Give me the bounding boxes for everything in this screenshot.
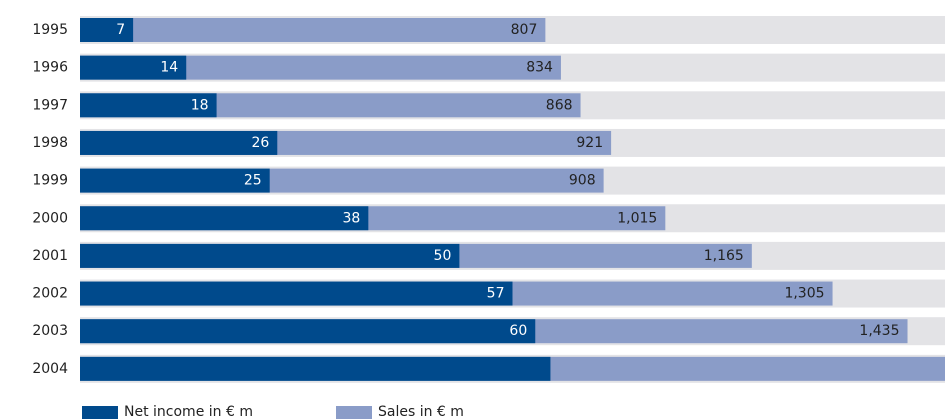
y-tick-label: 1997 [32,97,68,113]
y-tick-label: 2001 [32,248,68,264]
value-label: 807 [511,22,538,38]
bar [80,18,134,42]
value-label: 25 [244,173,262,189]
value-label: 7 [116,22,125,38]
value-label: 26 [251,135,269,151]
y-tick-label: 2002 [32,286,68,302]
value-label: 38 [343,210,361,226]
y-tick-label: 2003 [32,323,68,339]
bar [80,130,278,155]
bar [80,18,546,42]
value-label: 60 [509,323,527,339]
bar [80,206,369,231]
value-label: 1,165 [704,248,744,264]
bar [80,55,187,80]
y-tick-label: 1995 [32,22,68,38]
bar [80,168,270,193]
bar [80,281,513,306]
value-label: 50 [434,248,452,264]
bar [80,93,217,118]
bar [80,319,536,344]
value-label: 921 [576,135,603,151]
value-label: 834 [526,60,553,76]
legend-label: Sales in € m [378,404,464,419]
value-label: 1,435 [859,323,899,339]
y-tick-label: 1999 [32,173,68,189]
value-label: 18 [191,97,209,113]
bar [80,356,551,381]
value-label: 1,305 [784,286,824,302]
bar [80,243,460,268]
y-tick-label: 2000 [32,210,68,226]
y-tick-label: 1998 [32,135,68,151]
legend-swatch [82,406,118,419]
value-label: 1,015 [617,210,657,226]
value-label: 14 [160,60,178,76]
value-label: 57 [487,286,505,302]
y-tick-label: 1996 [32,60,68,76]
value-label: 868 [546,97,573,113]
y-tick-label: 2004 [32,361,68,377]
value-label: 908 [569,173,596,189]
legend-swatch [336,406,372,419]
legend-label: Net income in € m [124,404,253,419]
